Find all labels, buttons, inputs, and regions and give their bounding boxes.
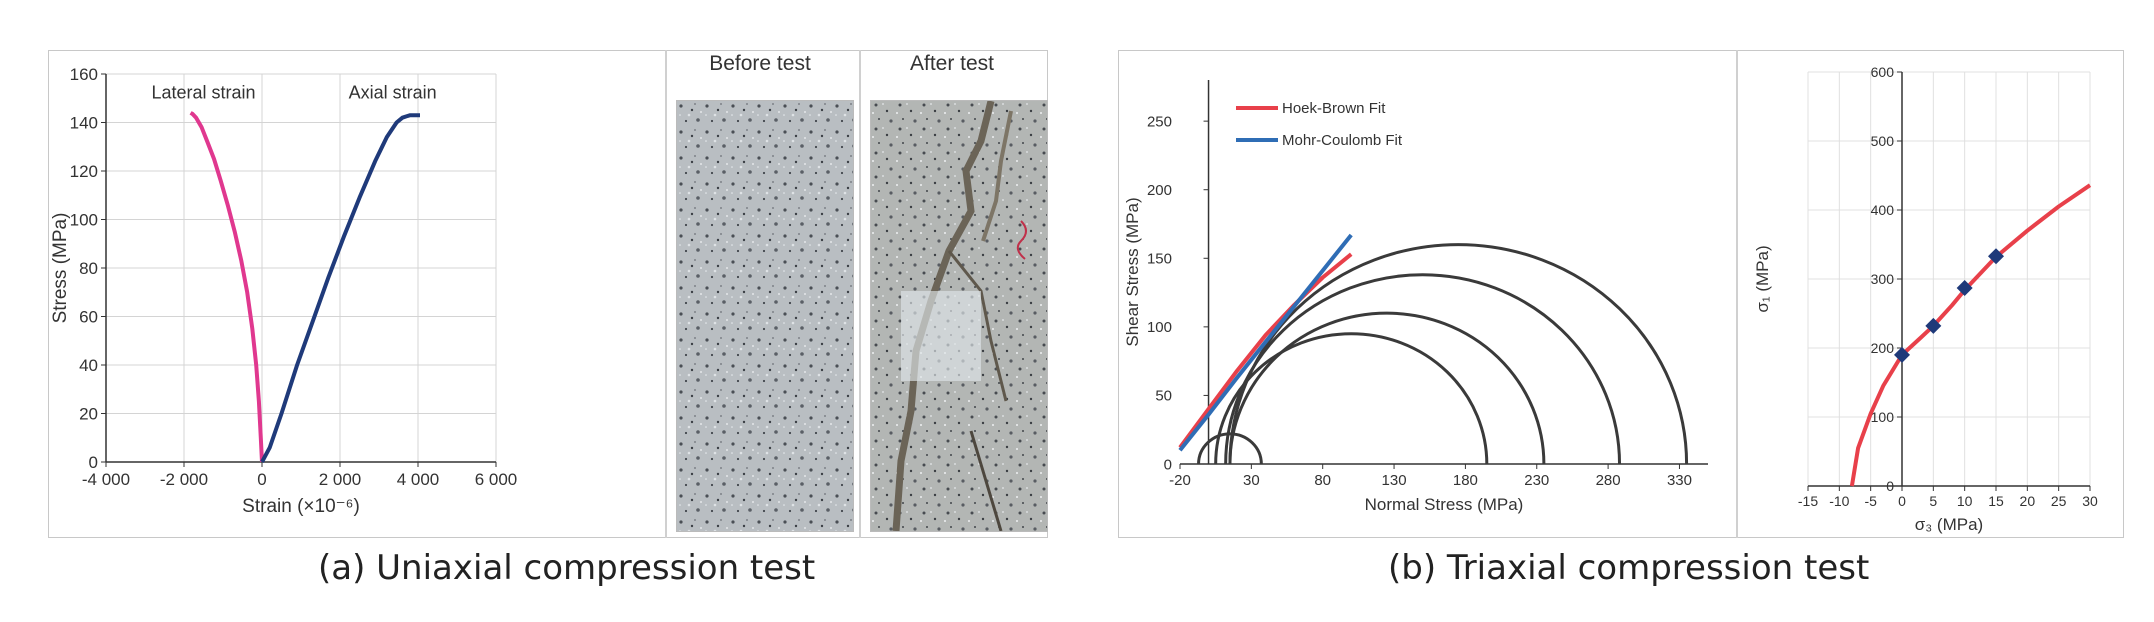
y-axis-label: σ₁ (MPa) bbox=[1753, 245, 1772, 312]
x-tick-label: 180 bbox=[1453, 472, 1478, 489]
x-axis-label: Normal Stress (MPa) bbox=[1365, 495, 1524, 514]
x-tick-label: 30 bbox=[1243, 472, 1260, 489]
y-tick-label: 20 bbox=[79, 404, 98, 423]
series-line-axial-strain bbox=[260, 113, 420, 463]
x-tick-label: -10 bbox=[1829, 493, 1849, 509]
y-tick-label: 500 bbox=[1871, 133, 1895, 149]
x-tick-label: 80 bbox=[1314, 472, 1331, 489]
before-test-label: Before test bbox=[709, 52, 811, 75]
hoek-brown-envelope-chart: -15 -10 -5 0 5 10 15 20 25 300100200300400500600σ… bbox=[1753, 64, 2098, 534]
y-tick-label: 150 bbox=[1147, 251, 1172, 268]
series-line-lateral-strain bbox=[189, 111, 264, 463]
series-line-mohr-coulomb-fit bbox=[1178, 233, 1353, 452]
mohr-circle bbox=[1197, 432, 1263, 465]
mohr-circle bbox=[1228, 243, 1689, 465]
panel-b-caption: (b) Triaxial compression test bbox=[1388, 548, 1870, 588]
x-tick-label: 4 000 bbox=[397, 470, 440, 489]
specimen-after-photo bbox=[870, 100, 1048, 532]
legend-label: Mohr-Coulomb Fit bbox=[1282, 132, 1403, 149]
x-tick-label: 30 bbox=[2082, 493, 2098, 509]
data-point-diamond bbox=[1956, 279, 1973, 296]
panel-b-divider bbox=[1736, 50, 1738, 538]
x-tick-label: -5 bbox=[1864, 493, 1877, 509]
annotation-label: Lateral strain bbox=[151, 82, 255, 102]
y-axis-label: Shear Stress (MPa) bbox=[1123, 197, 1142, 346]
x-tick-label: 2 000 bbox=[319, 470, 362, 489]
x-tick-label: 5 bbox=[1929, 493, 1937, 509]
fractured-specimen-image bbox=[871, 101, 1047, 531]
x-tick-label: -2 000 bbox=[160, 470, 208, 489]
x-tick-label: 15 bbox=[1988, 493, 2004, 509]
photo-divider-mid bbox=[859, 50, 861, 538]
after-test-label: After test bbox=[909, 52, 995, 75]
mohr-circle bbox=[1224, 273, 1622, 465]
data-point-diamond bbox=[1988, 248, 2004, 265]
x-axis-label: Strain (×10⁻⁶) bbox=[242, 496, 360, 517]
x-tick-label: 0 bbox=[1898, 493, 1906, 509]
y-tick-label: 200 bbox=[1147, 182, 1172, 199]
annotation-label: Axial strain bbox=[349, 82, 437, 102]
y-axis-label: Stress (MPa) bbox=[50, 213, 71, 324]
granite-texture-before bbox=[677, 101, 853, 531]
x-tick-label: -15 bbox=[1798, 493, 1818, 509]
x-tick-label: 20 bbox=[2020, 493, 2036, 509]
x-tick-label: 280 bbox=[1596, 472, 1621, 489]
x-tick-label: 0 bbox=[257, 470, 266, 489]
x-axis-label: σ₃ (MPa) bbox=[1915, 515, 1983, 534]
y-tick-label: 50 bbox=[1155, 388, 1172, 405]
x-tick-label: 10 bbox=[1957, 493, 1973, 509]
y-tick-label: 100 bbox=[1147, 319, 1172, 336]
y-tick-label: 80 bbox=[79, 259, 98, 278]
y-tick-label: 0 bbox=[89, 453, 98, 472]
mohr-circle bbox=[1228, 311, 1546, 465]
series-line-fit bbox=[1849, 183, 2092, 487]
specimen-before-photo bbox=[676, 100, 854, 532]
y-tick-label: 40 bbox=[79, 356, 98, 375]
y-tick-label: 600 bbox=[1871, 64, 1895, 80]
y-tick-label: 60 bbox=[79, 307, 98, 326]
data-point-diamond bbox=[1925, 317, 1942, 334]
y-tick-label: 0 bbox=[1886, 478, 1894, 494]
uniaxial-stress-strain-chart: -4 000 -2 000 0 2 000 4 000 6 000 0 20 40 60 80 100… bbox=[50, 65, 518, 517]
y-tick-label: 100 bbox=[1871, 409, 1895, 425]
y-tick-label: 400 bbox=[1871, 202, 1895, 218]
y-tick-label: 300 bbox=[1871, 271, 1895, 287]
series-line-hoek-brown-fit bbox=[1178, 252, 1353, 449]
y-tick-label: 140 bbox=[70, 113, 98, 132]
x-tick-label: 330 bbox=[1667, 472, 1692, 489]
x-tick-label: 230 bbox=[1524, 472, 1549, 489]
legend-label: Hoek-Brown Fit bbox=[1282, 100, 1386, 117]
x-tick-label: -20 bbox=[1169, 472, 1191, 489]
panel-b-frame bbox=[1118, 50, 2124, 538]
y-tick-label: 250 bbox=[1147, 113, 1172, 130]
photo-divider-left bbox=[665, 50, 667, 538]
x-tick-label: 130 bbox=[1382, 472, 1407, 489]
data-point-diamond bbox=[1894, 346, 1910, 363]
y-tick-label: 0 bbox=[1164, 456, 1172, 473]
y-tick-label: 200 bbox=[1871, 340, 1895, 356]
x-tick-label: -4 000 bbox=[82, 470, 130, 489]
x-tick-label: 6 000 bbox=[475, 470, 518, 489]
mohr-circle bbox=[1214, 332, 1489, 465]
mohr-circle-chart: -20 30 80 130 180 230 280 330 0 50 100 150 200 250 Nor… bbox=[1123, 80, 1708, 514]
y-tick-label: 160 bbox=[70, 65, 98, 84]
y-tick-label: 120 bbox=[70, 162, 98, 181]
panel-a-caption: (a) Uniaxial compression test bbox=[318, 548, 816, 588]
x-tick-label: 25 bbox=[2051, 493, 2067, 509]
y-tick-label: 100 bbox=[70, 210, 98, 229]
